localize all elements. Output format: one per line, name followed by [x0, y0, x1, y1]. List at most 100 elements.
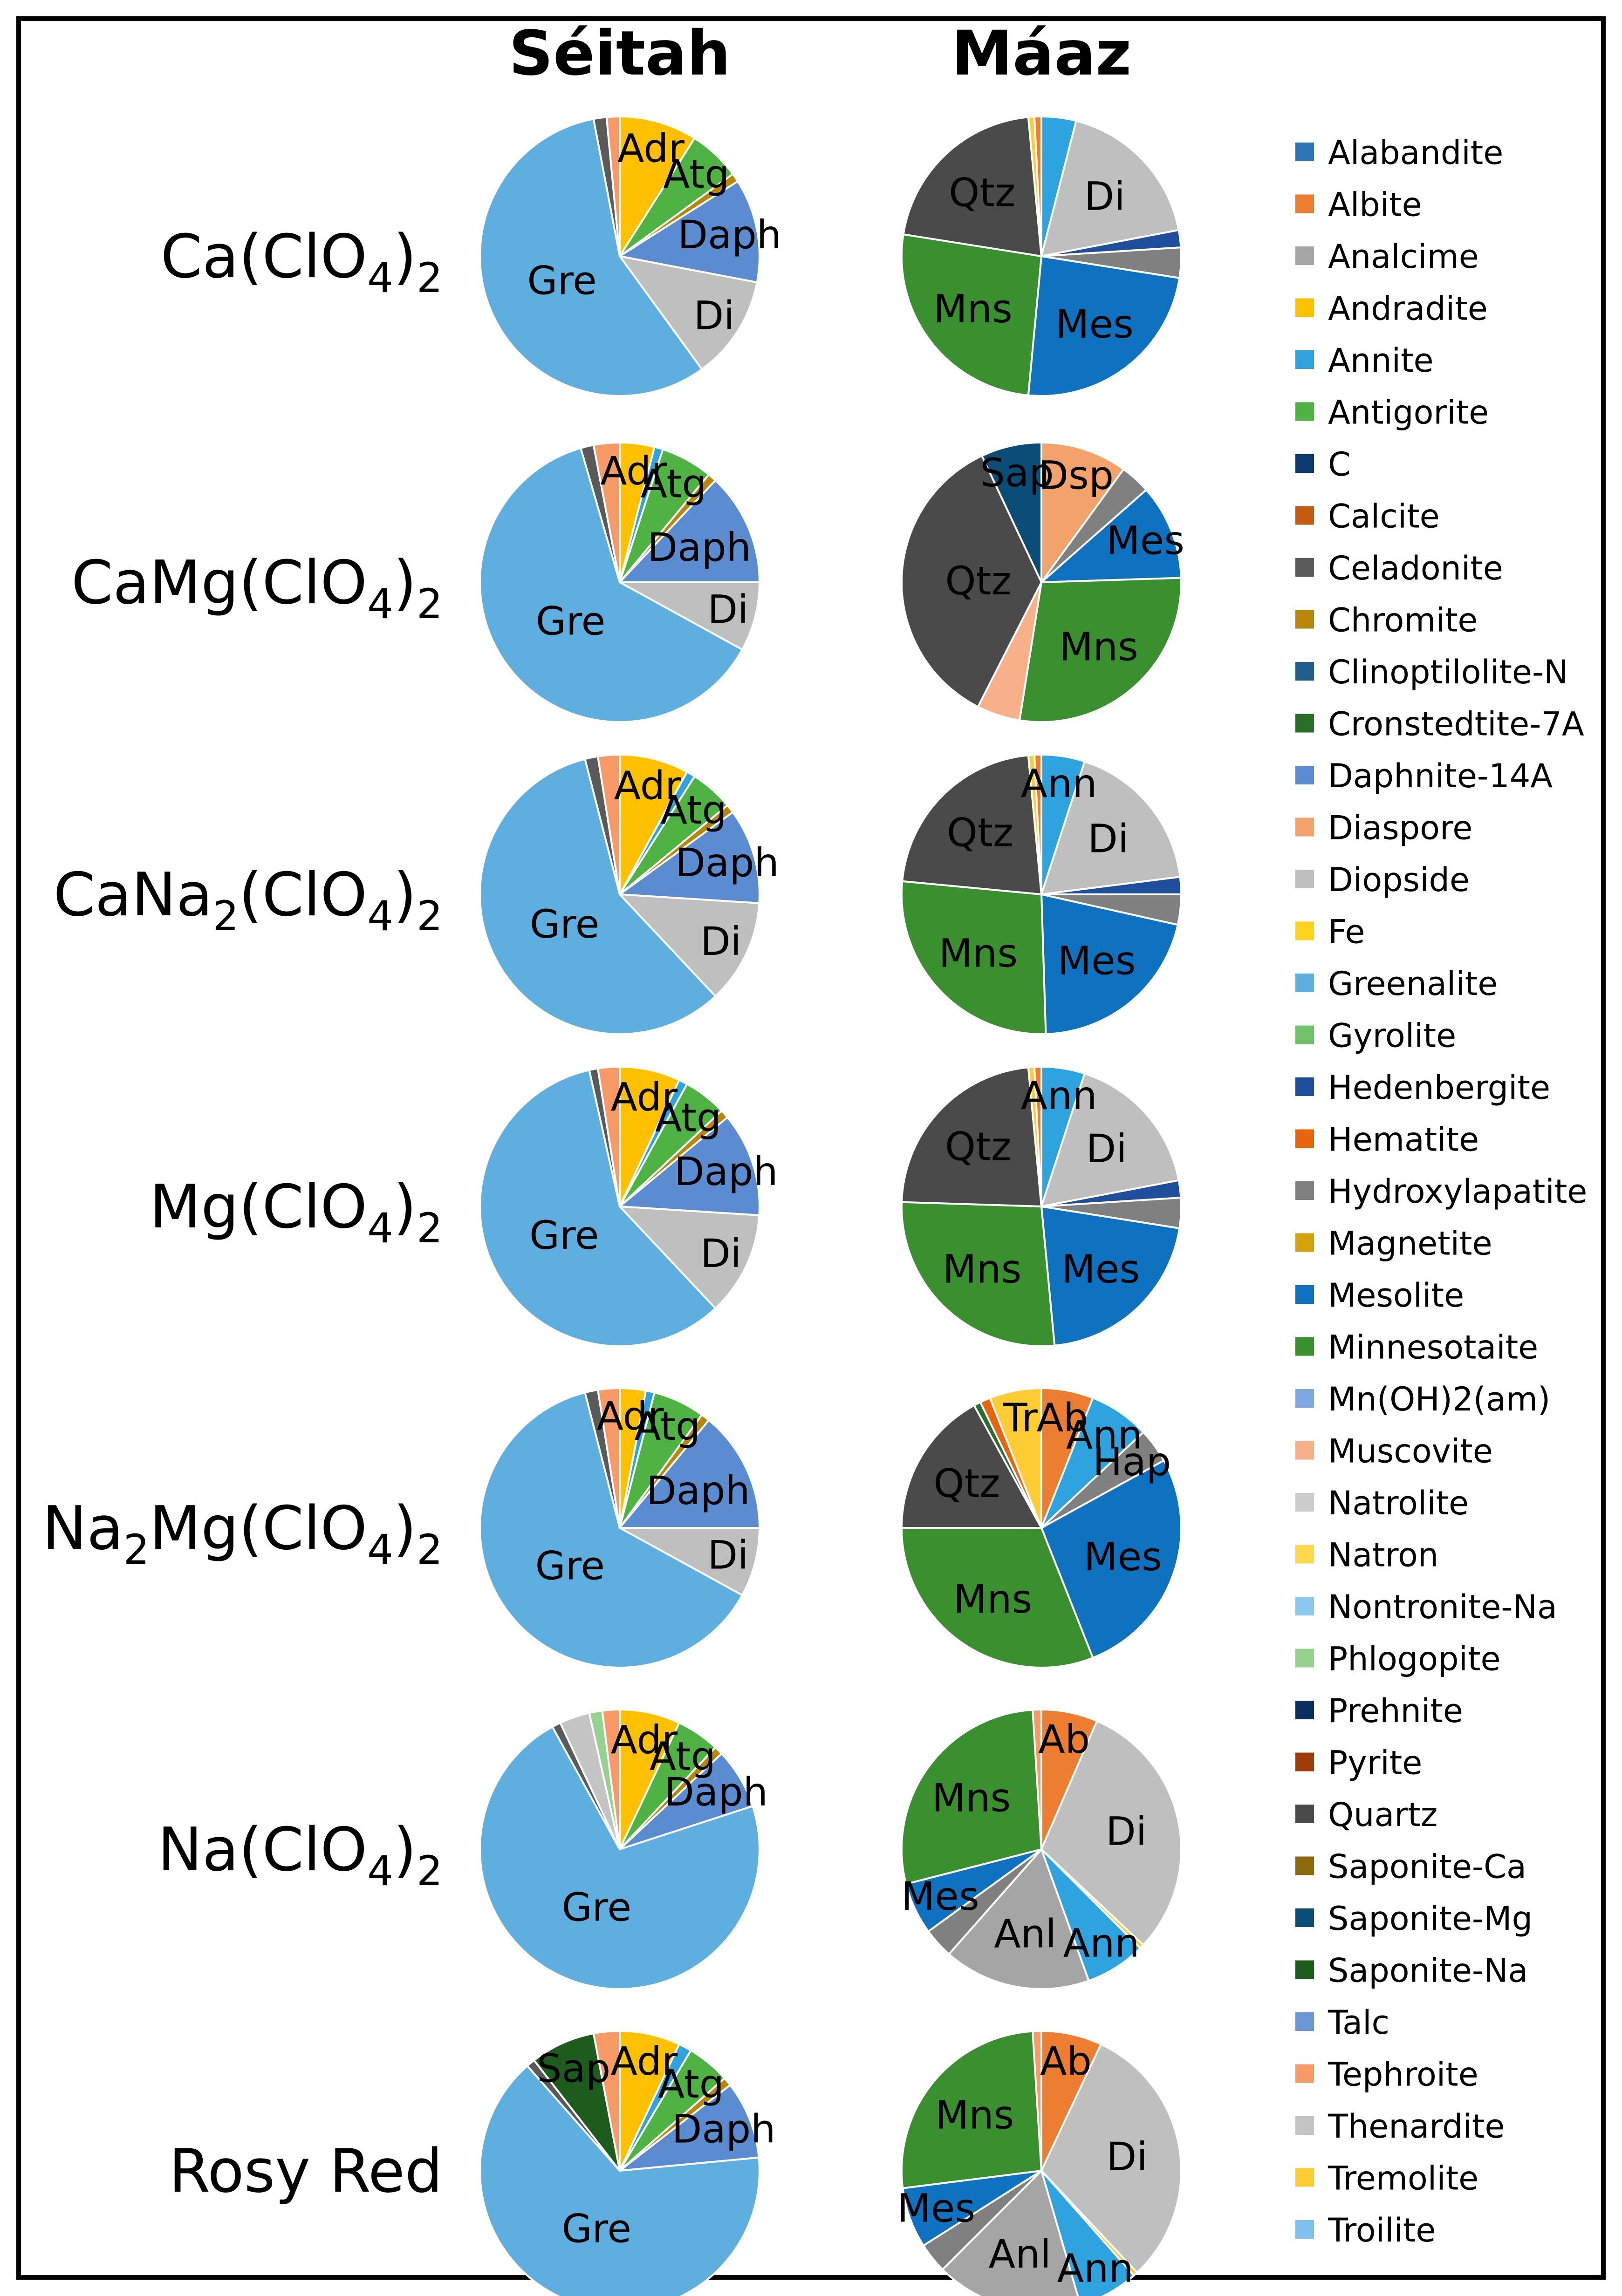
pie-0-slice-5 — [479, 117, 704, 397]
row-label-1-sub: 4 — [367, 580, 393, 628]
pie-12-slice-5 — [479, 2064, 761, 2296]
legend-entry-21: Magnetite — [1328, 1225, 1492, 1263]
legend-entry-19: Hematite — [1328, 1121, 1479, 1159]
pie-7-slice-8 — [1033, 1065, 1042, 1207]
pie-5-slice-5 — [900, 880, 1047, 1035]
legend-entry-12: Daphnite-14A — [1328, 757, 1553, 795]
pie-2-label-2: Atg — [640, 461, 706, 507]
legend-entry-30: Prehnite — [1328, 1692, 1463, 1730]
pie-4-slice-0 — [619, 753, 689, 895]
pie-7-slice-4 — [1040, 1205, 1181, 1347]
pie-2-label-5: Di — [707, 587, 748, 633]
legend-swatch-2 — [1295, 246, 1314, 265]
pie-1-slice-8 — [1033, 115, 1042, 257]
row-label-2-label: CaNa — [53, 860, 212, 930]
pie-2-slice-6 — [479, 447, 744, 723]
legend-entry-3: Andradite — [1328, 290, 1488, 328]
pie-3-label-5: Qtz — [945, 558, 1012, 604]
pie-1-label-1: Di — [1084, 174, 1125, 219]
pie-11-label-0: Ab — [1038, 1717, 1090, 1762]
pie-6-slice-6 — [479, 1069, 717, 1347]
pie-4-label-0: Adr — [614, 763, 681, 809]
pie-13-label-4: Anl — [989, 2231, 1051, 2277]
pie-7-label-0: Ann — [1021, 1073, 1097, 1118]
pie-11-slice-1 — [1040, 1720, 1182, 1947]
pie-1-slice-1 — [1040, 119, 1180, 258]
pie-12-slice-8 — [592, 2030, 621, 2171]
pie-5-label-0: Ann — [1021, 761, 1097, 806]
pie-8-slice-6 — [479, 1391, 744, 1669]
pie-12-slice-7 — [533, 2032, 621, 2172]
legend-swatch-38 — [1295, 2116, 1314, 2135]
pie-8-slice-4 — [617, 1419, 761, 1529]
legend-swatch-28 — [1295, 1597, 1314, 1615]
legend-entry-20: Hydroxylapatite — [1328, 1172, 1587, 1211]
pie-3-slice-0 — [1040, 441, 1125, 586]
pie-3-slice-2 — [1039, 488, 1182, 584]
row-label-2-after2: ) — [393, 860, 417, 930]
row-labels: Ca(ClO4)2CaMg(ClO4)2CaNa2(ClO4)2Mg(ClO4)… — [42, 222, 443, 2206]
column-title-0: Séitah — [509, 18, 731, 89]
pie-11-slice-0 — [1040, 1708, 1098, 1850]
pie-8-slice-8 — [596, 1387, 621, 1528]
pie-11-label-6: Mes — [901, 1874, 979, 1919]
legend-swatch-40 — [1295, 2220, 1314, 2239]
legend-entry-6: C — [1328, 445, 1351, 484]
row-label-1-label: CaMg(ClO — [71, 548, 367, 618]
pie-6-slice-0 — [619, 1065, 681, 1207]
pie-6-label-4: Daph — [674, 1149, 778, 1194]
legend-swatch-37 — [1295, 2064, 1314, 2083]
pie-9-slice-3 — [1040, 1459, 1182, 1659]
legend-swatch-15 — [1295, 921, 1314, 940]
pie-5-slice-4 — [1040, 893, 1179, 1035]
legend-entry-1: Albite — [1328, 186, 1422, 224]
pie-5-slice-1 — [1040, 760, 1181, 896]
pie-2-label-4: Daph — [647, 525, 751, 570]
legend-swatch-0 — [1295, 143, 1314, 161]
pie-2-slice-8 — [592, 441, 621, 583]
pie-7: Ann Di Mes Mns Qtz — [901, 1065, 1182, 1348]
pie-9-slice-8 — [988, 1387, 1042, 1528]
legend-swatch-11 — [1295, 714, 1314, 733]
pie-3-label-0: Dsp — [1038, 453, 1114, 498]
pie-5-label-1: Di — [1088, 816, 1129, 861]
row-label-4-label: Na — [42, 1494, 123, 1563]
pie-10-slice-8 — [601, 1708, 621, 1850]
pie-10-label-3: Daph — [664, 1769, 768, 1815]
legend-entry-22: Mesolite — [1328, 1276, 1464, 1315]
pie-8-label-5: Di — [707, 1533, 748, 1578]
pie-1-label-5: Mns — [933, 286, 1012, 332]
pie-0-label-3: Daph — [678, 212, 781, 258]
pie-8-label-2: Atg — [634, 1403, 700, 1449]
legend-swatch-32 — [1295, 1805, 1314, 1823]
legend-entry-16: Greenalite — [1328, 965, 1498, 1003]
row-label-1-after: ) — [393, 548, 417, 618]
pie-2-label-0: Adr — [600, 448, 667, 494]
pie-0-slice-0 — [619, 115, 696, 259]
legend-entry-8: Celadonite — [1328, 549, 1503, 587]
legend-swatch-20 — [1295, 1181, 1314, 1200]
pie-13-label-6: Mes — [897, 2185, 975, 2231]
pie-11-label-7: Mns — [932, 1775, 1011, 1821]
pie-1-slice-5 — [901, 233, 1043, 396]
pie-6-label-0: Adr — [610, 1074, 678, 1120]
row-label-5-after: ) — [393, 1815, 417, 1885]
pie-9-slice-1 — [1040, 1397, 1145, 1529]
row-label-2-sub: 2 — [212, 892, 239, 940]
pie-8-slice-5 — [619, 1527, 761, 1597]
pie-8-label-0: Adr — [597, 1393, 664, 1439]
pie-12-slice-4 — [616, 2084, 760, 2172]
row-label-2-sub3: 2 — [417, 892, 443, 940]
legend-swatch-33 — [1295, 1856, 1314, 1875]
row-label-2: CaNa2(ClO4)2 — [53, 860, 443, 940]
pie-12-label-5: Gre — [562, 2206, 631, 2252]
legend-entry-2: Analcime — [1328, 238, 1479, 276]
legend-swatch-10 — [1295, 662, 1314, 681]
